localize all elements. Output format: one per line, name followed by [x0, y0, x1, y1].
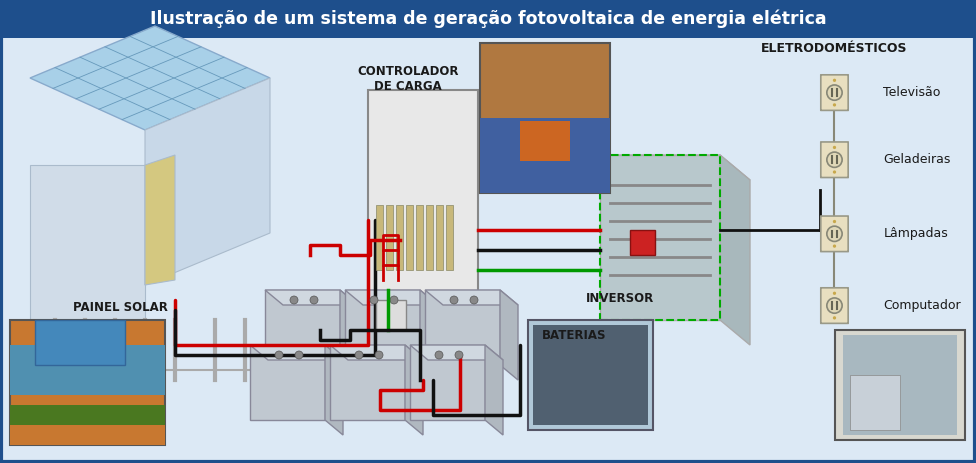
- Bar: [600, 155, 720, 320]
- Polygon shape: [30, 165, 145, 320]
- Circle shape: [827, 85, 842, 100]
- FancyBboxPatch shape: [821, 142, 848, 177]
- Text: BATERIAS: BATERIAS: [542, 329, 606, 342]
- Polygon shape: [405, 345, 423, 435]
- Polygon shape: [30, 26, 270, 130]
- Polygon shape: [145, 155, 175, 285]
- Bar: [35, 320, 125, 365]
- Circle shape: [833, 292, 836, 295]
- Circle shape: [355, 351, 363, 359]
- Bar: [376, 205, 383, 270]
- Circle shape: [833, 146, 836, 149]
- Bar: [528, 320, 653, 430]
- Circle shape: [833, 244, 836, 248]
- Text: Ilustração de um sistema de geração fotovoltaica de energia elétrica: Ilustração de um sistema de geração foto…: [149, 10, 827, 28]
- Polygon shape: [145, 78, 270, 285]
- Circle shape: [827, 298, 842, 313]
- Circle shape: [295, 351, 303, 359]
- FancyBboxPatch shape: [821, 288, 848, 323]
- FancyBboxPatch shape: [821, 216, 848, 251]
- Circle shape: [833, 79, 836, 82]
- Polygon shape: [345, 290, 438, 305]
- Bar: [376, 300, 406, 330]
- Bar: [425, 290, 500, 365]
- Bar: [368, 90, 478, 380]
- Bar: [835, 330, 965, 440]
- Polygon shape: [420, 290, 438, 380]
- FancyBboxPatch shape: [821, 75, 848, 110]
- Text: CONTROLADOR
DE CARGA: CONTROLADOR DE CARGA: [357, 65, 459, 93]
- Text: ELETRODOMÉSTICOS: ELETRODOMÉSTICOS: [761, 42, 908, 55]
- Bar: [416, 205, 423, 270]
- Circle shape: [827, 226, 842, 242]
- Bar: [396, 205, 403, 270]
- Text: PAINEL SOLAR: PAINEL SOLAR: [73, 301, 168, 314]
- Circle shape: [833, 170, 836, 174]
- Bar: [10, 425, 165, 445]
- Circle shape: [310, 296, 318, 304]
- Polygon shape: [250, 345, 343, 360]
- Bar: [10, 405, 165, 445]
- Circle shape: [833, 103, 836, 106]
- Bar: [345, 290, 420, 365]
- Bar: [843, 335, 957, 435]
- Bar: [600, 155, 720, 320]
- Text: INVERSOR: INVERSOR: [586, 292, 654, 305]
- Bar: [446, 205, 453, 270]
- Circle shape: [833, 316, 836, 319]
- Bar: [410, 345, 485, 420]
- Polygon shape: [600, 155, 750, 180]
- Bar: [426, 205, 433, 270]
- Polygon shape: [720, 155, 750, 345]
- Circle shape: [833, 220, 836, 223]
- Bar: [0, 0, 976, 38]
- Circle shape: [375, 351, 383, 359]
- Circle shape: [275, 351, 283, 359]
- Polygon shape: [425, 290, 518, 305]
- Polygon shape: [330, 345, 423, 360]
- Circle shape: [390, 296, 398, 304]
- Polygon shape: [485, 345, 503, 435]
- Circle shape: [370, 296, 378, 304]
- Bar: [480, 118, 610, 193]
- Bar: [265, 290, 340, 365]
- Bar: [520, 121, 570, 161]
- Text: Televisão: Televisão: [883, 86, 941, 99]
- Circle shape: [450, 296, 458, 304]
- Circle shape: [827, 152, 842, 168]
- Bar: [330, 345, 405, 420]
- Circle shape: [290, 296, 298, 304]
- Polygon shape: [265, 290, 358, 305]
- Bar: [436, 205, 443, 270]
- Bar: [533, 325, 648, 425]
- Bar: [250, 345, 325, 420]
- Circle shape: [455, 351, 463, 359]
- Bar: [10, 320, 165, 445]
- Bar: [630, 230, 655, 255]
- Text: Geladeiras: Geladeiras: [883, 153, 951, 166]
- Polygon shape: [340, 290, 358, 380]
- Polygon shape: [325, 345, 343, 435]
- Bar: [850, 375, 900, 430]
- Text: Lâmpadas: Lâmpadas: [883, 227, 948, 240]
- Polygon shape: [500, 290, 518, 380]
- Polygon shape: [410, 345, 503, 360]
- Circle shape: [470, 296, 478, 304]
- Bar: [406, 205, 413, 270]
- Text: Computador: Computador: [883, 299, 961, 312]
- Bar: [480, 43, 610, 193]
- Bar: [386, 205, 393, 270]
- Circle shape: [435, 351, 443, 359]
- Bar: [10, 345, 165, 395]
